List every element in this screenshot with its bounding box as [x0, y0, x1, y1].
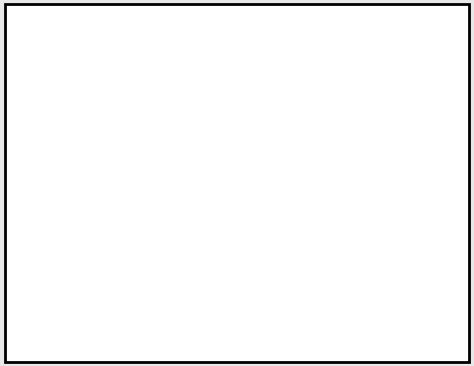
Text: GEAR BOX
V-PULLEY: GEAR BOX V-PULLEY — [246, 139, 298, 158]
Text: 4.  Belt slips under the 'Gear Box V-Pulley'.: 4. Belt slips under the 'Gear Box V-Pull… — [23, 316, 140, 321]
Text: IMPORTANT:: IMPORTANT: — [260, 276, 301, 281]
Text: Arm: Arm — [351, 100, 366, 108]
Text: Spring: Spring — [376, 115, 401, 124]
Ellipse shape — [39, 147, 91, 204]
Text: 7 Pulley System: 7 Pulley System — [207, 62, 267, 71]
FancyBboxPatch shape — [18, 12, 456, 49]
Text: IMPORTANT: RECORD POSITION OF BELT PRIOR
TO REMOVAL. Unusual belt wear can be ca: IMPORTANT: RECORD POSITION OF BELT PRIOR… — [260, 276, 407, 310]
Text: BLADE
V-PULLEY: BLADE V-PULLEY — [378, 182, 426, 202]
Text: Direction of Travel: Direction of Travel — [91, 55, 155, 60]
Ellipse shape — [150, 124, 180, 155]
Text: See OPERATORS MANUAL for differences with other configurations.: See OPERATORS MANUAL for differences wit… — [23, 347, 216, 352]
Text: to remove stop.: to remove stop. — [23, 306, 76, 311]
Ellipse shape — [247, 121, 297, 176]
Ellipse shape — [146, 118, 184, 160]
Text: 3.  Loosen belt via the spring loaded arm lever handle or via socket wrench: 3. Loosen belt via the spring loaded arm… — [23, 296, 231, 301]
Ellipse shape — [30, 138, 100, 214]
Ellipse shape — [161, 191, 197, 229]
Text: FLAT
IDLE
PULLEY: FLAT IDLE PULLEY — [162, 195, 196, 225]
Text: BLADE
V-PULLEY: BLADE V-PULLEY — [227, 233, 275, 253]
Ellipse shape — [380, 168, 424, 217]
Text: 5.  Belt type is the standard B-147 (21/32" X 150") or Deere p/n M84505.: 5. Belt type is the standard B-147 (21/3… — [23, 326, 224, 332]
Text: V-BELT INSTALLATION INSTRUCTIONS: V-BELT INSTALLATION INSTRUCTIONS — [50, 20, 424, 38]
Text: John Deere 160, 261 and 60-inch Tractor-Mounted Rotary Mowers: John Deere 160, 261 and 60-inch Tractor-… — [112, 53, 362, 62]
Text: 2.  Ususally, the 'Flat Idle Pulley' requires removal to remove the belt.: 2. Ususally, the 'Flat Idle Pulley' requ… — [23, 286, 216, 291]
Text: BLADE
V-PULLEY: BLADE V-PULLEY — [41, 166, 89, 186]
Text: GUIDE
V-PULLEY: GUIDE V-PULLEY — [112, 88, 153, 107]
Ellipse shape — [222, 212, 280, 274]
Ellipse shape — [238, 112, 305, 185]
Ellipse shape — [357, 248, 373, 263]
Text: 1.  Open the latches or remove screws to remove the cover shield(s).: 1. Open the latches or remove screws to … — [23, 276, 214, 281]
Ellipse shape — [155, 185, 203, 236]
Ellipse shape — [373, 159, 431, 225]
Text: TENSION
FLAT IDLE
PULLEY: TENSION FLAT IDLE PULLEY — [399, 248, 442, 278]
Text: 6.  Position belt on pulleys as depicted in exploded view above.: 6. Position belt on pulleys as depicted … — [23, 337, 198, 341]
Ellipse shape — [355, 246, 375, 266]
Ellipse shape — [229, 220, 273, 266]
